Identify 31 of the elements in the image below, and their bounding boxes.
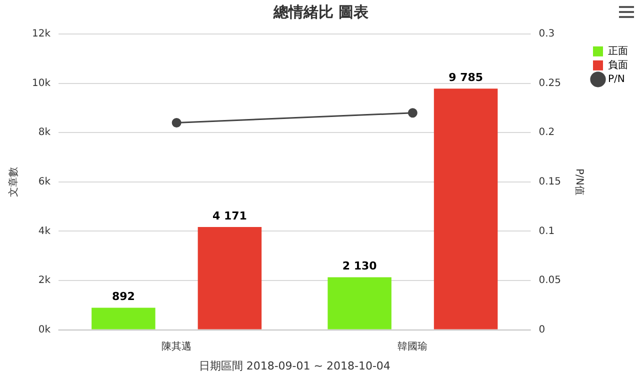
y2-tick-label: 0.1 <box>538 226 555 237</box>
y2-tick-label: 0.2 <box>538 127 555 138</box>
y2-axis-title: P/N值 <box>573 168 584 196</box>
data-label: 2 130 <box>342 260 378 273</box>
y-tick-label: 0k <box>38 324 51 336</box>
y2-tick-label: 0.25 <box>538 78 561 89</box>
y-tick-label: 10k <box>32 78 51 89</box>
legend-label: 負面 <box>608 58 628 71</box>
y-tick-label: 4k <box>38 226 51 237</box>
x-tick-label: 韓國瑜 <box>398 340 428 352</box>
y-tick-label: 6k <box>38 176 51 188</box>
x-axis-title: 日期區間 2018-09-01 ~ 2018-10-04 <box>198 359 390 372</box>
data-label: 892 <box>112 290 135 304</box>
y-tick-label: 2k <box>38 275 51 286</box>
data-label: 4 171 <box>212 209 247 222</box>
y-tick-label: 12k <box>32 28 51 40</box>
y2-tick-label: 0.3 <box>538 28 555 40</box>
bar <box>198 226 262 330</box>
y2-tick-label: 0.15 <box>538 176 561 188</box>
chart-title: 總情緒比 圖表 <box>272 2 370 21</box>
bar <box>434 88 498 330</box>
y-axis-title: 文章數 <box>8 166 20 197</box>
y-tick-label: 8k <box>38 127 51 138</box>
bar <box>328 277 392 330</box>
data-label: 9 785 <box>448 70 484 84</box>
bar <box>92 308 156 330</box>
y2-tick-label: 0 <box>538 324 546 336</box>
y2-tick-label: 0.05 <box>538 275 561 286</box>
legend-label: 正面 <box>608 46 628 57</box>
legend-label: P/N <box>608 74 625 85</box>
x-tick-label: 陳其邁 <box>162 340 192 352</box>
